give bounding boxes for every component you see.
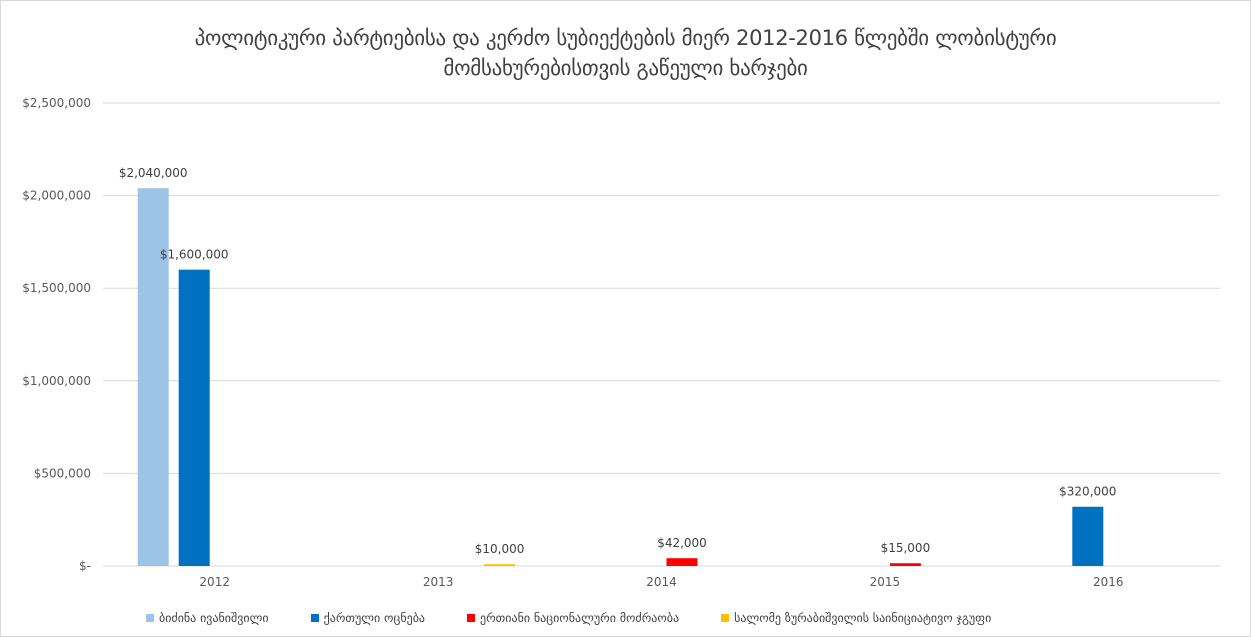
y-tick-label: $500,000 <box>34 466 91 480</box>
data-label: $42,000 <box>657 536 707 550</box>
legend-label: ერთიანი ნაციონალური მოძრაობა <box>480 611 680 625</box>
y-tick-label: $2,500,000 <box>22 96 91 110</box>
bars <box>137 188 1104 566</box>
data-label: $10,000 <box>475 542 525 556</box>
bar-chart: $- $500,000 $1,000,000 $1,500,000 $2,000,000… <box>22 96 1220 589</box>
y-tick-label: $1,500,000 <box>22 281 91 295</box>
legend-swatch <box>467 614 476 622</box>
legend-label: სალომე ზურაბიშვილის საინიციატივო ჯგუფი <box>734 611 992 625</box>
x-tick-label: 2016 <box>1093 575 1124 589</box>
legend-label: ქართული ოცნება <box>323 611 426 625</box>
legend-label: ბიძინა ივანიშვილი <box>159 611 269 625</box>
legend-item: ერთიანი ნაციონალური მოძრაობა <box>467 611 679 625</box>
x-tick-label: 2014 <box>646 575 677 589</box>
legend: ბიძინა ივანიშვილი ქართული ოცნება ერთიანი ნ… <box>146 611 991 625</box>
y-tick-label: $1,000,000 <box>22 374 91 388</box>
data-label: $15,000 <box>881 541 931 555</box>
legend-swatch <box>721 614 730 622</box>
chart-title-line-1: პოლიტიკური პარტიებისა და კერძო სუბიექტებ… <box>194 26 1057 50</box>
legend-swatch <box>146 614 154 622</box>
bar <box>484 564 516 566</box>
bar <box>889 563 921 566</box>
x-axis-tick-labels: 2012 2013 2014 2015 2016 <box>199 575 1123 589</box>
chart-title-line-2: მომსახურებისთვის გაწეული ხარჯები <box>443 56 808 80</box>
y-tick-label: $- <box>79 559 91 573</box>
legend-swatch <box>310 614 319 622</box>
gridlines <box>103 102 1220 567</box>
x-tick-label: 2012 <box>199 575 230 589</box>
legend-item: სალომე ზურაბიშვილის საინიციატივო ჯგუფი <box>721 611 991 625</box>
bar <box>666 558 698 566</box>
x-tick-label: 2013 <box>423 575 454 589</box>
x-tick-label: 2015 <box>870 575 901 589</box>
legend-item: ქართული ოცნება <box>310 611 426 625</box>
bar <box>178 269 210 566</box>
y-tick-label: $2,000,000 <box>22 189 91 203</box>
bar <box>137 188 169 566</box>
y-axis-tick-labels: $- $500,000 $1,000,000 $1,500,000 $2,000,000… <box>22 96 91 573</box>
data-label: $2,040,000 <box>119 166 188 180</box>
data-labels: $2,040,000 $1,600,000 $10,000 $42,000 $15,00… <box>119 166 1117 556</box>
data-label: $320,000 <box>1059 485 1116 499</box>
bar <box>1072 506 1104 566</box>
legend-item: ბიძინა ივანიშვილი <box>146 611 269 625</box>
data-label: $1,600,000 <box>160 248 229 262</box>
